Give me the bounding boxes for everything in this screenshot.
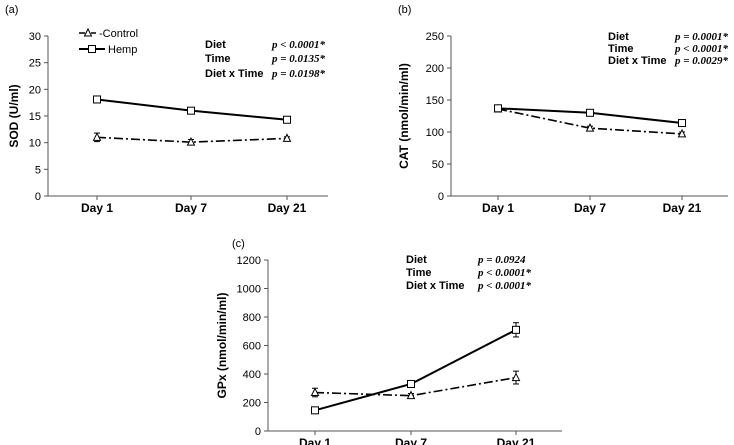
stat-value: p < 0.0001* xyxy=(271,39,326,51)
legend-marker-square xyxy=(88,45,96,53)
stat-value: p < 0.0001* xyxy=(477,280,532,292)
stat-value: p = 0.0198* xyxy=(271,68,326,80)
data-point-square xyxy=(187,106,195,115)
y-tick-label: 50 xyxy=(432,159,444,171)
y-tick-label: 15 xyxy=(29,111,41,123)
data-point-square xyxy=(494,104,502,113)
data-point-square xyxy=(678,119,686,128)
legend: -Control Hemp xyxy=(79,27,138,56)
y-tick-label: 0 xyxy=(438,191,444,203)
y-axis-title: SOD (U/ml) xyxy=(7,84,21,147)
panel-label: (b) xyxy=(398,4,411,16)
stat-value: p = 0.0029* xyxy=(674,55,729,67)
stat-key: Diet xyxy=(406,254,427,266)
y-tick-label: 0 xyxy=(35,191,41,203)
panel-label: (c) xyxy=(232,238,245,250)
y-tick-label: 250 xyxy=(426,31,444,43)
stat-key: Time xyxy=(608,43,633,55)
legend-label-hemp: Hemp xyxy=(108,44,137,56)
x-tick-label: Day 21 xyxy=(268,201,307,215)
y-tick-label: 30 xyxy=(29,31,41,43)
stat-value: p = 0.0135* xyxy=(271,53,326,65)
y-tick-label: 25 xyxy=(29,58,41,70)
y-tick-label: 100 xyxy=(426,127,444,139)
x-tick-label: Day 1 xyxy=(482,201,514,215)
stat-key: Diet xyxy=(205,39,226,51)
stat-key: Diet x Time xyxy=(406,280,465,292)
y-tick-label: 200 xyxy=(426,63,444,75)
y-tick-label: 200 xyxy=(243,398,261,410)
data-point-triangle xyxy=(310,387,320,397)
legend-marker-triangle xyxy=(83,27,93,37)
y-axis-title: CAT (nmol/min/ml) xyxy=(397,63,411,169)
chart-panel-a: (a) 0 5 10 15 20 25 30 Day 1 Day 7 Day 21 SOD (U/ml… xyxy=(5,4,328,215)
x-tick-label: Day 7 xyxy=(175,201,207,215)
x-tick-label: Day 21 xyxy=(497,436,536,445)
series-line-hemp xyxy=(314,328,517,412)
series-line-control xyxy=(314,376,517,397)
stat-key: Diet xyxy=(608,31,629,43)
x-tick-label: Day 1 xyxy=(299,436,331,445)
data-point-triangle xyxy=(282,133,292,142)
data-point-triangle xyxy=(186,137,196,146)
data-point-square xyxy=(512,325,520,334)
chart-panel-b: (b) 0 50 100 150 200 250 Day 1 Day 7 Day 21 CAT (n… xyxy=(397,4,729,215)
y-axis-title: GPx (nmol/min/ml) xyxy=(215,292,229,398)
y-tick-label: 0 xyxy=(255,426,261,438)
legend-label-control: -Control xyxy=(99,28,138,40)
stat-key: Diet x Time xyxy=(205,68,264,80)
chart-panel-c: (c) 0 200 400 600 800 1000 1200 Day 1 Day 7 Day 21… xyxy=(215,238,562,445)
y-tick-label: 150 xyxy=(426,95,444,107)
stat-value: p < 0.0001* xyxy=(477,267,532,279)
y-tick-label: 10 xyxy=(29,138,41,150)
y-tick-label: 1200 xyxy=(237,255,261,267)
y-tick-label: 20 xyxy=(29,84,41,96)
y-tick-label: 800 xyxy=(243,312,261,324)
data-point-square xyxy=(586,108,594,117)
x-tick-label: Day 7 xyxy=(574,201,606,215)
stat-key: Diet x Time xyxy=(608,55,667,67)
data-point-triangle xyxy=(92,132,102,141)
x-tick-label: Day 21 xyxy=(663,201,702,215)
stat-key: Time xyxy=(205,53,230,65)
y-tick-label: 5 xyxy=(35,164,41,176)
data-point-square xyxy=(283,115,291,124)
x-tick-label: Day 1 xyxy=(81,201,113,215)
data-point-square xyxy=(93,95,101,104)
y-tick-label: 600 xyxy=(243,341,261,353)
y-tick-label: 400 xyxy=(243,369,261,381)
x-tick-label: Day 7 xyxy=(395,436,427,445)
data-point-square xyxy=(407,379,415,388)
data-point-triangle xyxy=(677,128,687,138)
stat-value: p < 0.0001* xyxy=(674,43,729,55)
panel-label: (a) xyxy=(5,4,18,16)
stat-value: p = 0.0001* xyxy=(674,31,729,43)
series-line-control xyxy=(96,136,288,143)
stat-key: Time xyxy=(406,267,431,279)
data-point-triangle xyxy=(406,390,416,400)
stat-value: p = 0.0924 xyxy=(477,254,526,266)
data-point-triangle xyxy=(511,372,521,382)
data-point-square xyxy=(311,406,319,415)
data-point-triangle xyxy=(585,123,595,132)
y-tick-label: 1000 xyxy=(237,284,261,296)
